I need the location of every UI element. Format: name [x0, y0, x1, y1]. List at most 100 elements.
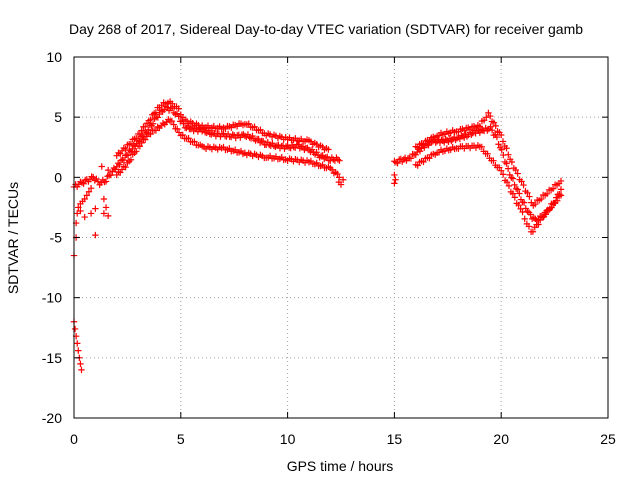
data-point-isolated	[81, 213, 88, 221]
data-point	[156, 111, 163, 118]
y-tick-label: -20	[42, 410, 62, 426]
data-point-upper	[483, 114, 490, 121]
data-point	[416, 148, 424, 155]
data-point	[208, 131, 215, 138]
data-point-upper	[520, 181, 527, 189]
data-point	[509, 175, 517, 182]
data-point-upper	[476, 123, 484, 130]
data-point	[282, 143, 290, 150]
data-point-isolated	[75, 347, 82, 354]
data-point-isolated	[100, 210, 108, 217]
data-point-upper	[508, 158, 516, 166]
data-point-lower	[147, 130, 154, 138]
data-point-upper	[503, 145, 510, 152]
x-tick-label: 5	[177, 431, 185, 447]
data-point	[551, 200, 558, 207]
data-point-lower	[521, 215, 528, 223]
data-point-lower	[525, 223, 533, 230]
data-point	[456, 135, 464, 143]
data-point	[488, 126, 496, 134]
data-point-upper	[325, 146, 332, 153]
data-point	[313, 149, 320, 156]
data-point-isolated	[339, 176, 347, 183]
data-point-upper	[136, 130, 144, 138]
data-point	[460, 134, 468, 141]
data-point-upper	[526, 193, 533, 200]
data-point-lower	[414, 162, 421, 169]
data-point-isolated	[81, 195, 88, 203]
data-point-lower	[515, 201, 522, 209]
data-point	[511, 181, 518, 188]
data-point-lower	[426, 155, 433, 162]
data-point-upper	[152, 109, 160, 116]
data-point-lower	[484, 150, 491, 157]
data-point-lower	[127, 156, 135, 163]
data-point	[546, 205, 553, 212]
data-point	[487, 123, 494, 130]
data-point	[498, 146, 505, 153]
data-point-lower	[334, 170, 341, 178]
data-points	[70, 98, 565, 374]
data-point-upper	[257, 126, 264, 133]
data-point-isolated	[74, 340, 81, 347]
data-point-upper	[557, 177, 565, 185]
data-point	[504, 165, 512, 172]
data-point	[540, 213, 547, 221]
data-point	[132, 142, 139, 150]
data-point-isolated	[78, 366, 85, 374]
data-point-upper	[414, 144, 421, 151]
y-tick-label: -15	[42, 350, 62, 366]
data-point	[130, 141, 138, 149]
x-tick-label: 0	[70, 431, 78, 447]
data-point	[421, 144, 428, 151]
data-point	[149, 120, 157, 127]
data-point-isolated	[392, 176, 399, 183]
data-point-upper	[426, 137, 433, 145]
x-tick-label: 25	[600, 431, 616, 447]
data-point	[246, 134, 253, 141]
data-point-isolated	[75, 204, 82, 211]
data-point	[126, 147, 133, 154]
data-point-upper	[505, 151, 512, 158]
data-point	[161, 106, 168, 113]
y-tick-label: 0	[54, 169, 62, 185]
y-tick-label: 10	[46, 49, 62, 65]
data-point	[229, 131, 236, 138]
data-point	[520, 199, 528, 206]
x-axis-label: GPS time / hours	[287, 458, 394, 474]
data-point	[120, 156, 128, 164]
data-point	[556, 190, 563, 198]
data-point-isolated	[337, 181, 345, 188]
data-point-upper	[245, 120, 252, 127]
data-point-isolated	[100, 195, 108, 203]
data-point	[249, 132, 256, 140]
data-point-upper	[420, 141, 427, 148]
data-point	[107, 171, 115, 179]
data-point-upper	[512, 166, 519, 174]
data-point-upper	[532, 200, 539, 208]
data-point-upper	[499, 138, 507, 145]
y-axis-label: SDTVAR / TECUs	[5, 182, 21, 294]
data-point-isolated	[92, 205, 99, 212]
data-point-upper	[122, 145, 129, 153]
data-point-lower	[168, 117, 176, 125]
data-point-lower	[499, 171, 507, 178]
data-point	[336, 157, 343, 164]
grid-layer	[74, 57, 608, 418]
data-point-lower	[490, 157, 497, 164]
data-point-lower	[122, 163, 129, 171]
y-tick-label: -10	[42, 290, 62, 306]
data-point	[445, 138, 452, 146]
data-point	[425, 142, 432, 149]
data-point-lower	[133, 148, 140, 155]
data-point-lower	[511, 194, 518, 201]
data-point-upper	[133, 135, 140, 142]
data-point-isolated	[391, 180, 398, 187]
data-point	[308, 146, 316, 153]
data-point-upper	[543, 190, 551, 198]
data-point-upper	[142, 123, 149, 131]
data-point	[516, 190, 523, 197]
data-point	[154, 114, 162, 121]
data-point	[535, 216, 542, 223]
